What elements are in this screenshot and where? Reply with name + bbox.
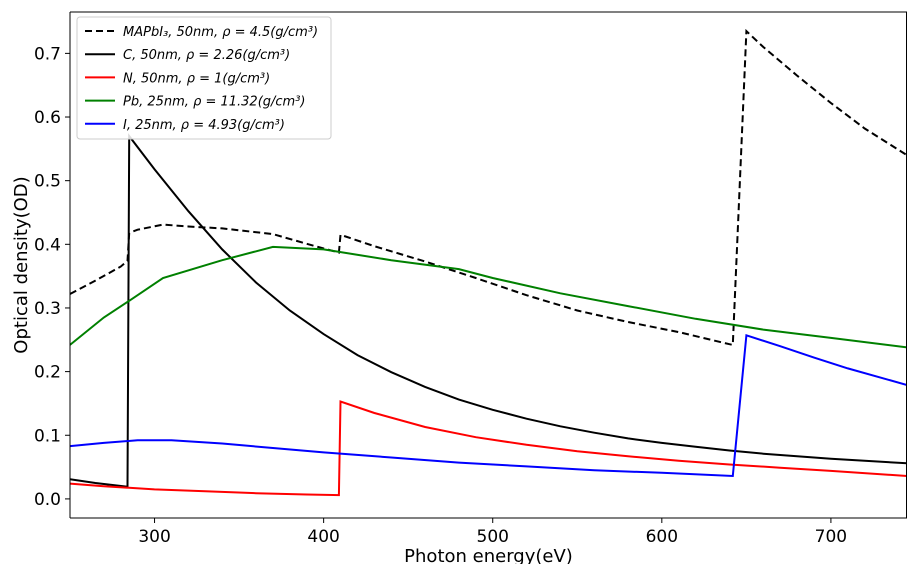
x-axis-label: Photon energy(eV) [404,546,573,564]
x-tick-label: 700 [815,527,847,547]
series-line-mapbi--0 [70,28,907,347]
legend-label: Pb, 25nm, ρ = 11.32(g/cm³) [123,95,306,110]
x-tick-label: 600 [646,527,678,547]
axes: 300 400 500 600 700 0.0 0.1 0.2 0.3 0.4 0.5 0.6 0.7 [34,11,907,547]
legend-label: C, 50nm, ρ = 2.26(g/cm³) [123,48,290,63]
series-line-pb-3 [70,245,907,349]
y-tick-label: 0.1 [34,426,61,446]
x-tick-label: 300 [138,527,170,547]
y-tick-label: 0.3 [34,299,61,319]
y-tick-label: 0.4 [34,235,61,255]
y-tick-label: 0.7 [34,44,61,64]
series-line-c-1 [70,133,907,488]
x-tick-label: 500 [477,527,509,547]
legend: MAPbI₃, 50nm, ρ = 4.5(g/cm³) C, 50nm, ρ =… [76,16,332,140]
y-axis-label: Optical density(OD) [11,176,32,353]
x-tick-label: 400 [307,527,339,547]
legend-label: I, 25nm, ρ = 4.93(g/cm³) [123,118,285,133]
series-line-n-2 [70,400,907,497]
series-line-i-4 [70,333,907,478]
y-tick-label: 0.5 [34,172,61,192]
y-tick-label: 0.0 [34,490,61,510]
y-tick-label: 0.2 [34,363,61,383]
plot-lines [70,28,907,497]
legend-box [76,16,332,140]
legend-label: N, 50nm, ρ = 1(g/cm³) [123,71,270,86]
legend-label: MAPbI₃, 50nm, ρ = 4.5(g/cm³) [123,25,318,40]
y-tick-label: 0.6 [34,108,61,128]
